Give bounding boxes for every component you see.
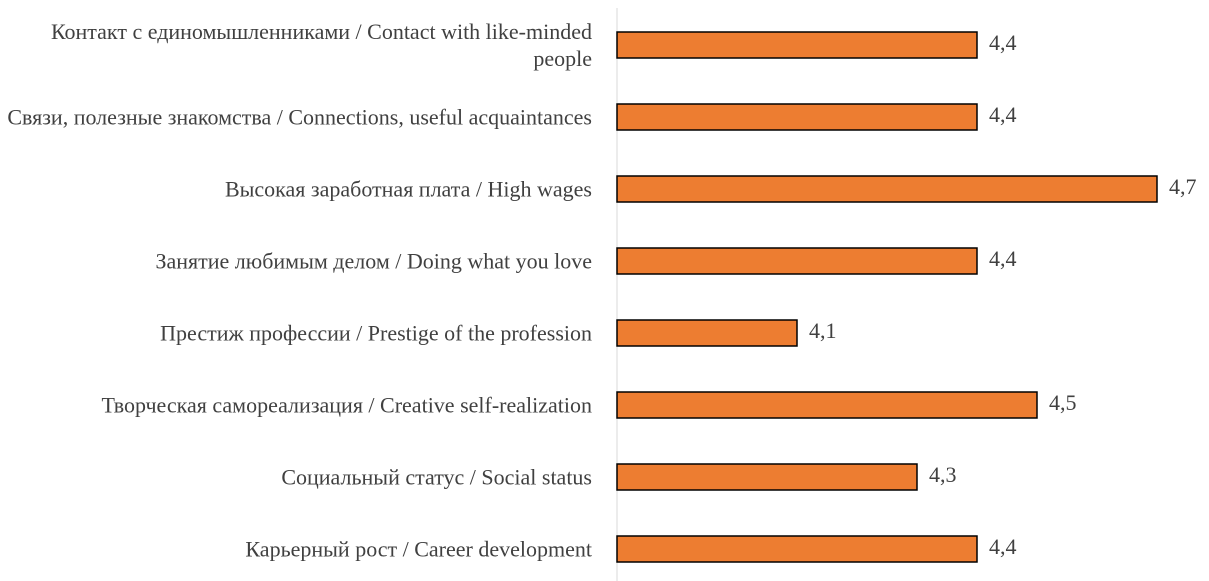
- bar: [616, 247, 978, 275]
- bar: [616, 175, 1158, 203]
- bar: [616, 31, 978, 59]
- data-label: 4,3: [929, 462, 957, 487]
- data-label: 4,4: [989, 102, 1017, 127]
- category-label: Престиж профессии / Prestige of the prof…: [160, 320, 592, 346]
- data-label: 4,4: [989, 246, 1017, 271]
- data-label: 4,4: [989, 30, 1017, 55]
- bar: [616, 391, 1038, 419]
- bar: [616, 535, 978, 563]
- category-label: Занятие любимым делом / Doing what you l…: [155, 248, 592, 274]
- category-label: Социальный статус / Social status: [281, 464, 592, 490]
- category-label: Творческая самореализация / Creative sel…: [101, 392, 592, 418]
- bar: [616, 319, 798, 347]
- bar: [616, 103, 978, 131]
- data-label: 4,4: [989, 534, 1017, 559]
- category-label: Контакт с единомышленниками / Contact wi…: [50, 19, 592, 71]
- data-label: 4,5: [1049, 390, 1077, 415]
- category-label: Высокая заработная плата / High wages: [224, 176, 592, 202]
- category-label: Связи, полезные знакомства / Connections…: [7, 104, 592, 130]
- category-label: Карьерный рост / Career development: [245, 536, 592, 562]
- data-label: 4,7: [1169, 174, 1197, 199]
- data-label: 4,1: [809, 318, 837, 343]
- bar: [616, 463, 918, 491]
